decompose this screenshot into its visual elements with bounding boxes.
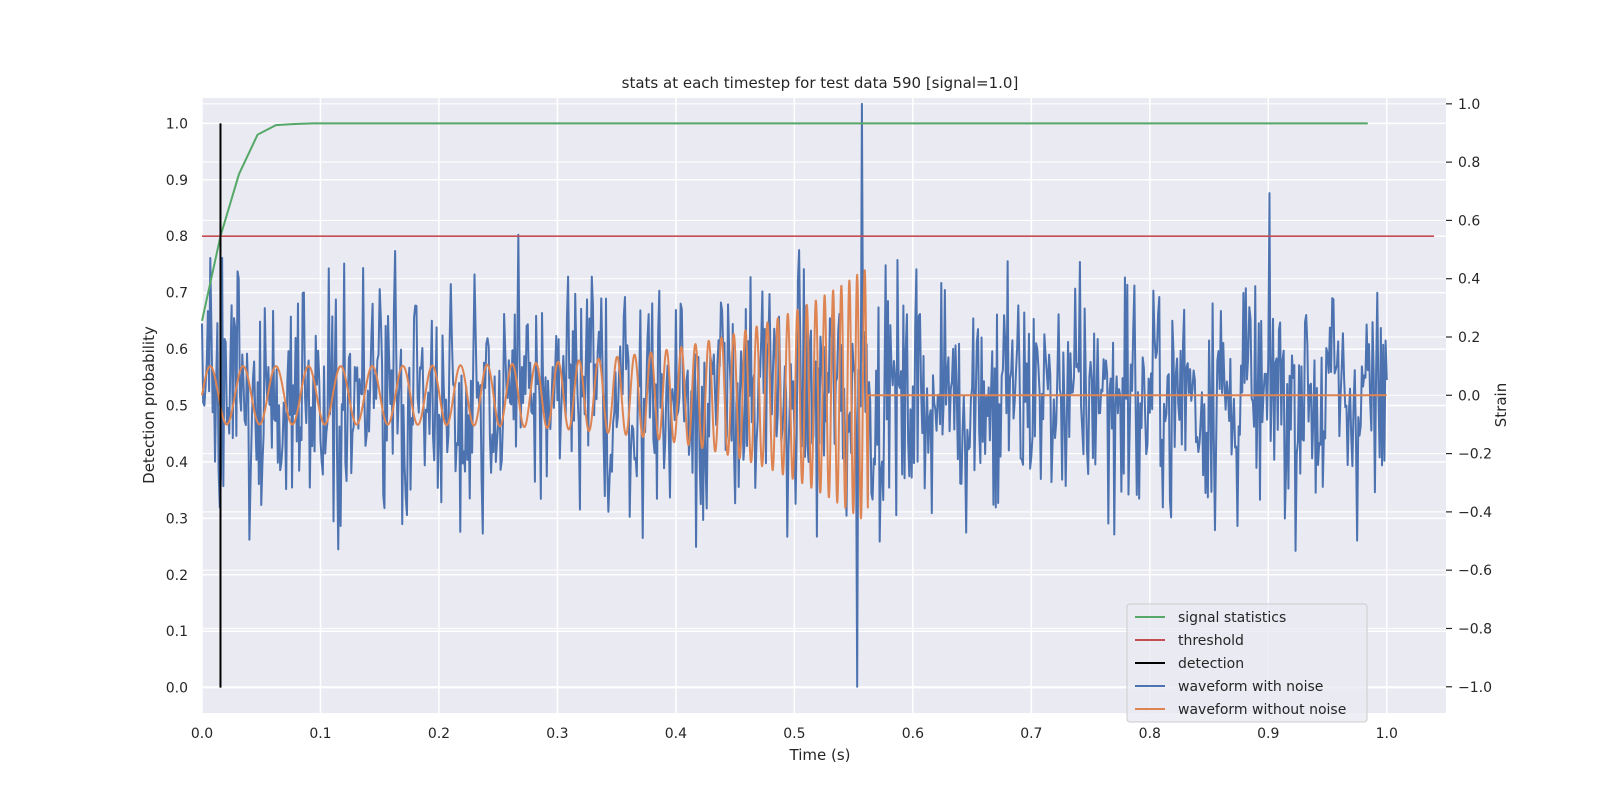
y2-tick-label-7: 0.4 xyxy=(1458,272,1480,288)
y-axis-label: Detection probability xyxy=(140,326,158,484)
x-tick-label-7: 0.7 xyxy=(1020,726,1042,742)
x-axis-ticks: 0.0 0.1 0.2 0.3 0.4 0.5 0.6 0.7 0.8 0.9 1.0 xyxy=(191,726,1398,742)
y2-tick-label-9: 0.8 xyxy=(1458,155,1480,171)
legend: signal statistics threshold detection wavef… xyxy=(1126,603,1368,723)
y2-axis-ticks: −1.0 −0.8 −0.6 −0.4 −0.2 0.0 0.2 0.4 0.6 0.8 1.0 xyxy=(1446,97,1492,696)
y-tick-label-0: 0.0 xyxy=(166,681,188,697)
y2-tick-label-8: 0.6 xyxy=(1458,213,1480,229)
legend-box xyxy=(1126,603,1368,723)
y2-tick-label-4: −0.2 xyxy=(1458,447,1492,463)
legend-label-signal-statistics: signal statistics xyxy=(1178,610,1286,626)
x-tick-label-0: 0.0 xyxy=(191,726,213,742)
y-tick-label-1: 0.1 xyxy=(166,624,188,640)
series-signal-statistics-line xyxy=(201,122,1368,322)
legend-label-waveform-without-noise: waveform without noise xyxy=(1178,702,1346,718)
y-tick-label-7: 0.7 xyxy=(166,286,188,302)
y2-tick-label-1: −0.8 xyxy=(1458,621,1492,637)
x-tick-label-8: 0.8 xyxy=(1139,726,1161,742)
y2-tick-label-6: 0.2 xyxy=(1458,330,1480,346)
x-tick-label-9: 0.9 xyxy=(1257,726,1279,742)
y-tick-label-2: 0.2 xyxy=(166,568,188,584)
y-tick-label-5: 0.5 xyxy=(166,399,188,415)
y2-axis-label: Strain xyxy=(1492,383,1510,427)
y2-tick-label-0: −1.0 xyxy=(1458,680,1492,696)
y-tick-label-4: 0.4 xyxy=(166,455,188,471)
y2-tick-label-5: 0.0 xyxy=(1458,388,1480,404)
x-tick-label-3: 0.3 xyxy=(546,726,568,742)
chart-title: stats at each timestep for test data 590… xyxy=(622,74,1019,92)
x-tick-label-5: 0.5 xyxy=(783,726,805,742)
y2-tick-label-3: −0.4 xyxy=(1458,505,1492,521)
y-tick-label-8: 0.8 xyxy=(166,229,188,245)
x-tick-label-4: 0.4 xyxy=(665,726,687,742)
y2-tick-label-2: −0.6 xyxy=(1458,563,1492,579)
legend-label-detection: detection xyxy=(1178,656,1244,672)
y2-tick-label-10: 1.0 xyxy=(1458,97,1480,113)
x-tick-label-10: 1.0 xyxy=(1376,726,1398,742)
legend-label-threshold: threshold xyxy=(1178,633,1244,649)
y-tick-label-3: 0.3 xyxy=(166,511,188,527)
x-axis-label: Time (s) xyxy=(789,746,851,764)
y-tick-label-9: 0.9 xyxy=(166,173,188,189)
x-tick-label-1: 0.1 xyxy=(309,726,331,742)
series-waveform-without-noise-line xyxy=(201,269,1388,520)
series-layer xyxy=(201,102,1435,688)
x-tick-label-6: 0.6 xyxy=(902,726,924,742)
x-tick-label-2: 0.2 xyxy=(428,726,450,742)
y-tick-label-10: 1.0 xyxy=(166,116,188,132)
y-axis-ticks: 0.0 0.1 0.2 0.3 0.4 0.5 0.6 0.7 0.8 0.9 1.0 xyxy=(166,116,188,696)
y-tick-label-6: 0.6 xyxy=(166,342,188,358)
legend-label-waveform-with-noise: waveform with noise xyxy=(1178,679,1323,695)
